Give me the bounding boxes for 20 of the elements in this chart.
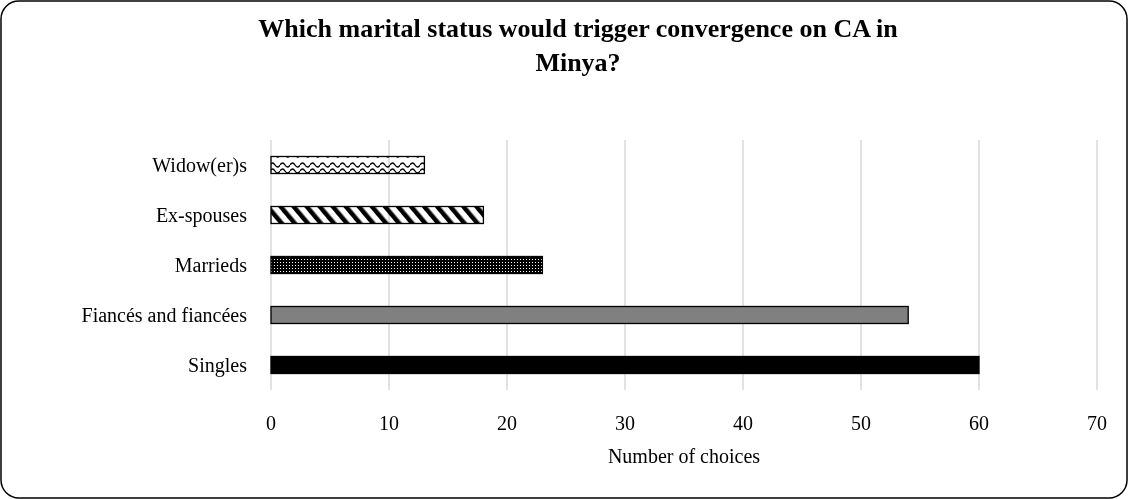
x-tick-label: 10: [379, 412, 399, 434]
x-tick-label: 0: [266, 412, 276, 434]
x-axis-title: Number of choices: [607, 445, 761, 467]
bar: [270, 305, 909, 325]
x-tick-label: 20: [497, 412, 517, 434]
y-tick-label: Singles: [188, 354, 248, 377]
x-tick-label: 40: [733, 412, 753, 434]
y-tick-label: Marrieds: [174, 254, 248, 276]
bar: [270, 205, 485, 225]
y-tick-label: Ex-spouses: [155, 204, 248, 227]
x-tick-label: 60: [969, 412, 989, 434]
bar: [270, 155, 426, 175]
y-tick-label: Widow(er)s: [152, 154, 248, 177]
x-tick-label: 50: [851, 412, 871, 434]
bar: [270, 355, 980, 375]
chart-title: Which marital status would trigger convergence on CA in Minya?: [258, 14, 899, 77]
y-tick-label: Fiancés and fiancées: [81, 304, 248, 326]
x-tick-label: 70: [1087, 412, 1107, 434]
x-tick-label: 30: [615, 412, 635, 434]
bar: [270, 255, 544, 275]
